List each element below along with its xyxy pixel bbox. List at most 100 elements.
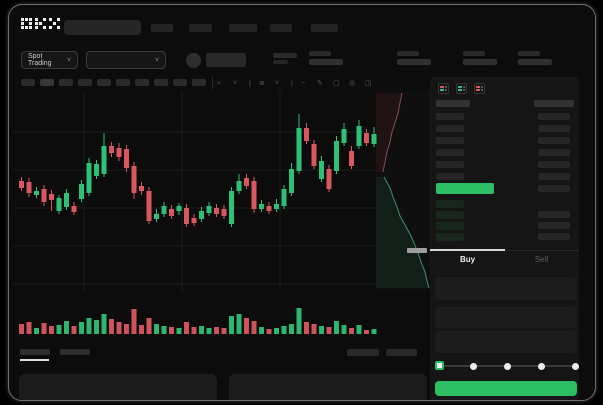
ask-price-placeholder[interactable]	[436, 149, 464, 156]
ask-price-placeholder[interactable]	[436, 161, 464, 168]
volume-bar	[281, 326, 287, 334]
candle	[56, 198, 62, 211]
avatar[interactable]	[186, 53, 201, 68]
tab-buy[interactable]: Buy	[459, 255, 476, 264]
volume-bar	[319, 326, 324, 334]
draw-tool-icon[interactable]: ✎	[317, 80, 323, 87]
candle	[19, 181, 24, 188]
timeframe-button[interactable]	[40, 79, 54, 86]
timeframe-button[interactable]	[116, 79, 130, 86]
ask-price-placeholder[interactable]	[436, 113, 464, 120]
volume-bar	[41, 323, 47, 334]
volume-bar	[296, 308, 302, 334]
chevron-down-icon: ˅	[66, 56, 71, 64]
candle	[71, 206, 77, 212]
logo-pixel	[57, 26, 61, 30]
bid-price-placeholder[interactable]	[436, 233, 464, 241]
header-action-button[interactable]	[206, 53, 246, 67]
orderbook-view-bids-icon[interactable]	[456, 83, 467, 94]
volume-bar	[251, 321, 257, 334]
bottom-tab[interactable]	[60, 349, 90, 355]
logo-pixel	[25, 18, 29, 22]
stat-label-placeholder	[397, 51, 419, 56]
volume-bar	[266, 329, 272, 334]
line-tool-icon[interactable]: ~	[301, 80, 306, 87]
current-price-tag	[407, 248, 427, 253]
camera-icon[interactable]: ▢	[333, 80, 340, 87]
timeframe-button[interactable]	[192, 79, 206, 86]
nav-item[interactable]	[229, 24, 257, 32]
total-field[interactable]	[435, 331, 577, 353]
ask-price-placeholder[interactable]	[436, 137, 464, 144]
timeframe-button[interactable]	[173, 79, 187, 86]
timeframe-button[interactable]	[59, 79, 73, 86]
alert-icon[interactable]: ◎	[349, 80, 356, 87]
candle	[296, 128, 302, 171]
market-type-dropdown[interactable]: Spot Trading ˅	[21, 51, 78, 69]
orderbook-header-price	[436, 100, 470, 107]
orderbook-view-mixed-icon[interactable]	[438, 83, 449, 94]
timeframe-button[interactable]	[21, 79, 35, 86]
logo-pixel	[43, 18, 47, 22]
indicators-icon[interactable]: ≈	[217, 80, 221, 87]
stat-value-placeholder	[397, 59, 431, 65]
bid-price-placeholder[interactable]	[436, 222, 464, 230]
pair-selector-dropdown[interactable]: ˅	[86, 51, 166, 69]
bottom-action-button[interactable]	[347, 349, 379, 356]
nav-item[interactable]	[151, 24, 173, 32]
stat-value-placeholder	[309, 59, 343, 65]
volume-bar	[154, 324, 159, 334]
volume-bar	[139, 325, 144, 334]
orderbook-view-asks-icon[interactable]	[474, 83, 485, 94]
slider-stop[interactable]	[469, 363, 477, 370]
ask-price-placeholder[interactable]	[436, 173, 464, 180]
timeframe-button[interactable]	[78, 79, 92, 86]
volume-bar	[64, 321, 69, 334]
bottom-action-button[interactable]	[386, 349, 417, 356]
volume-bar	[229, 316, 234, 334]
timeframe-button[interactable]	[154, 79, 168, 86]
chevron-down-icon[interactable]: ˅	[275, 80, 280, 87]
slider-stop[interactable]	[571, 363, 579, 370]
nav-item[interactable]	[311, 24, 338, 32]
bottom-tab-active-indicator	[20, 359, 49, 361]
nav-item[interactable]	[189, 24, 212, 32]
buy-button[interactable]	[435, 381, 577, 396]
volume-bar	[101, 314, 107, 334]
bottom-panel	[19, 374, 217, 400]
candle	[274, 204, 279, 209]
candle	[304, 128, 309, 141]
volume-bar	[19, 324, 24, 334]
price-field[interactable]	[435, 277, 577, 300]
amount-field[interactable]	[435, 307, 577, 328]
ask-price-placeholder[interactable]	[436, 125, 464, 132]
nav-item[interactable]	[270, 24, 292, 32]
volume-bar	[169, 327, 174, 334]
timeframe-button[interactable]	[97, 79, 111, 86]
slider-handle[interactable]	[435, 361, 444, 370]
candle	[221, 209, 227, 216]
volume-bar	[86, 318, 92, 334]
volume-bar	[364, 330, 369, 334]
logo-pixel	[21, 18, 25, 22]
candle	[244, 178, 249, 186]
bid-price-placeholder[interactable]	[436, 200, 464, 208]
timeframe-button[interactable]	[135, 79, 149, 86]
volume-bar	[184, 322, 189, 334]
volume-bar	[131, 309, 137, 334]
pair-name-placeholder	[273, 53, 297, 58]
chevron-down-icon[interactable]: ˅	[233, 80, 238, 87]
candle	[199, 211, 204, 219]
bid-price-placeholder[interactable]	[436, 211, 464, 219]
slider-stop[interactable]	[537, 363, 545, 370]
candle-type-icon[interactable]: ≣	[259, 80, 265, 87]
candle	[371, 134, 377, 144]
slider-stop[interactable]	[503, 363, 511, 370]
search-input[interactable]	[64, 20, 141, 35]
market-type-label: Spot Trading	[28, 53, 52, 67]
volume-bar	[304, 322, 309, 334]
candle	[34, 191, 39, 195]
fullscreen-icon[interactable]: ◳	[365, 80, 372, 87]
bottom-tab[interactable]	[20, 349, 50, 355]
tab-sell[interactable]: Sell	[534, 255, 549, 264]
